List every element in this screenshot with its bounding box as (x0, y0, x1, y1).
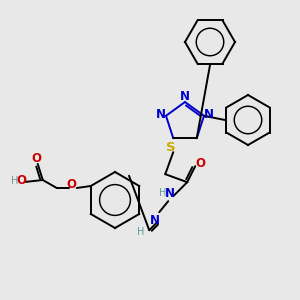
Text: S: S (167, 141, 176, 154)
Text: O: O (195, 157, 205, 170)
Text: N: N (156, 108, 166, 121)
Text: N: N (204, 108, 214, 121)
Text: N: N (180, 91, 190, 103)
Text: H: H (11, 176, 18, 186)
Text: N: N (150, 214, 160, 227)
Text: H: H (159, 188, 166, 198)
Text: H: H (136, 227, 144, 237)
Text: O: O (67, 178, 77, 191)
Text: O: O (32, 152, 42, 164)
Text: N: N (165, 187, 175, 200)
Text: O: O (17, 175, 27, 188)
